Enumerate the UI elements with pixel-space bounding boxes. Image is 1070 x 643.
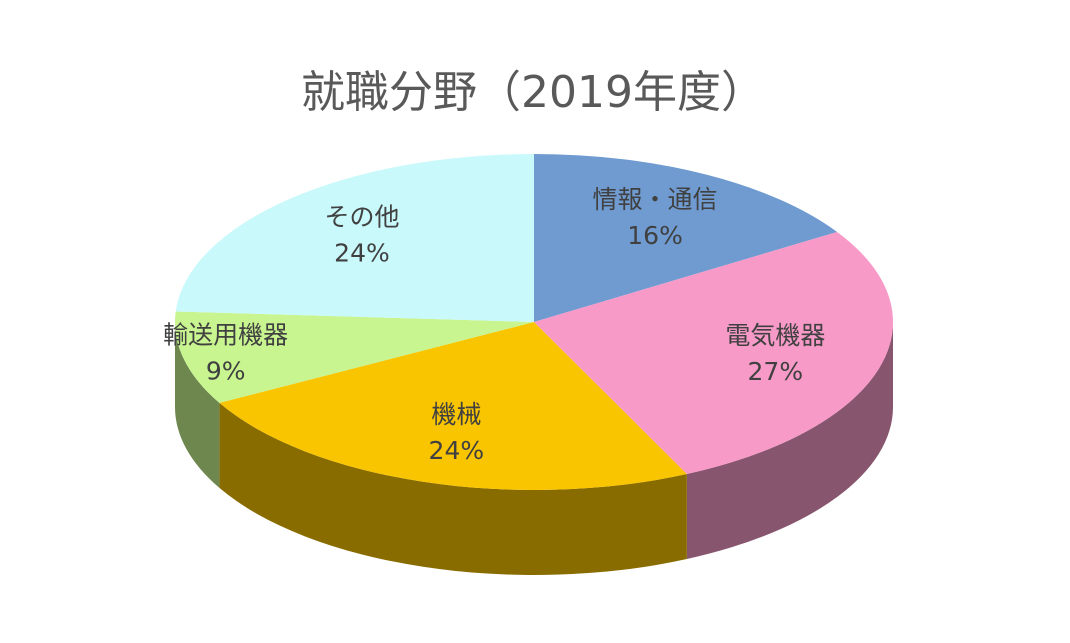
slice-side xyxy=(686,322,893,560)
value-label: 24% xyxy=(429,436,485,465)
slice xyxy=(174,311,534,403)
slice-label: 情報・通信 xyxy=(593,185,718,214)
slice-side xyxy=(219,402,687,575)
slice xyxy=(534,154,838,322)
value-label: 27% xyxy=(748,357,804,386)
slice-label: その他 xyxy=(324,202,399,231)
chart-title: 就職分野（2019年度） xyxy=(301,67,765,118)
value-label: 16% xyxy=(627,221,683,250)
slice-label: 機械 xyxy=(431,400,481,429)
slice-label: 輸送用機器 xyxy=(163,320,288,349)
value-label: 9% xyxy=(206,356,246,385)
slice-side xyxy=(175,322,220,488)
slice xyxy=(534,231,893,475)
slice xyxy=(175,154,534,322)
value-label: 24% xyxy=(334,238,390,267)
slice-label: 電気機器 xyxy=(725,321,825,350)
slice xyxy=(219,322,687,490)
